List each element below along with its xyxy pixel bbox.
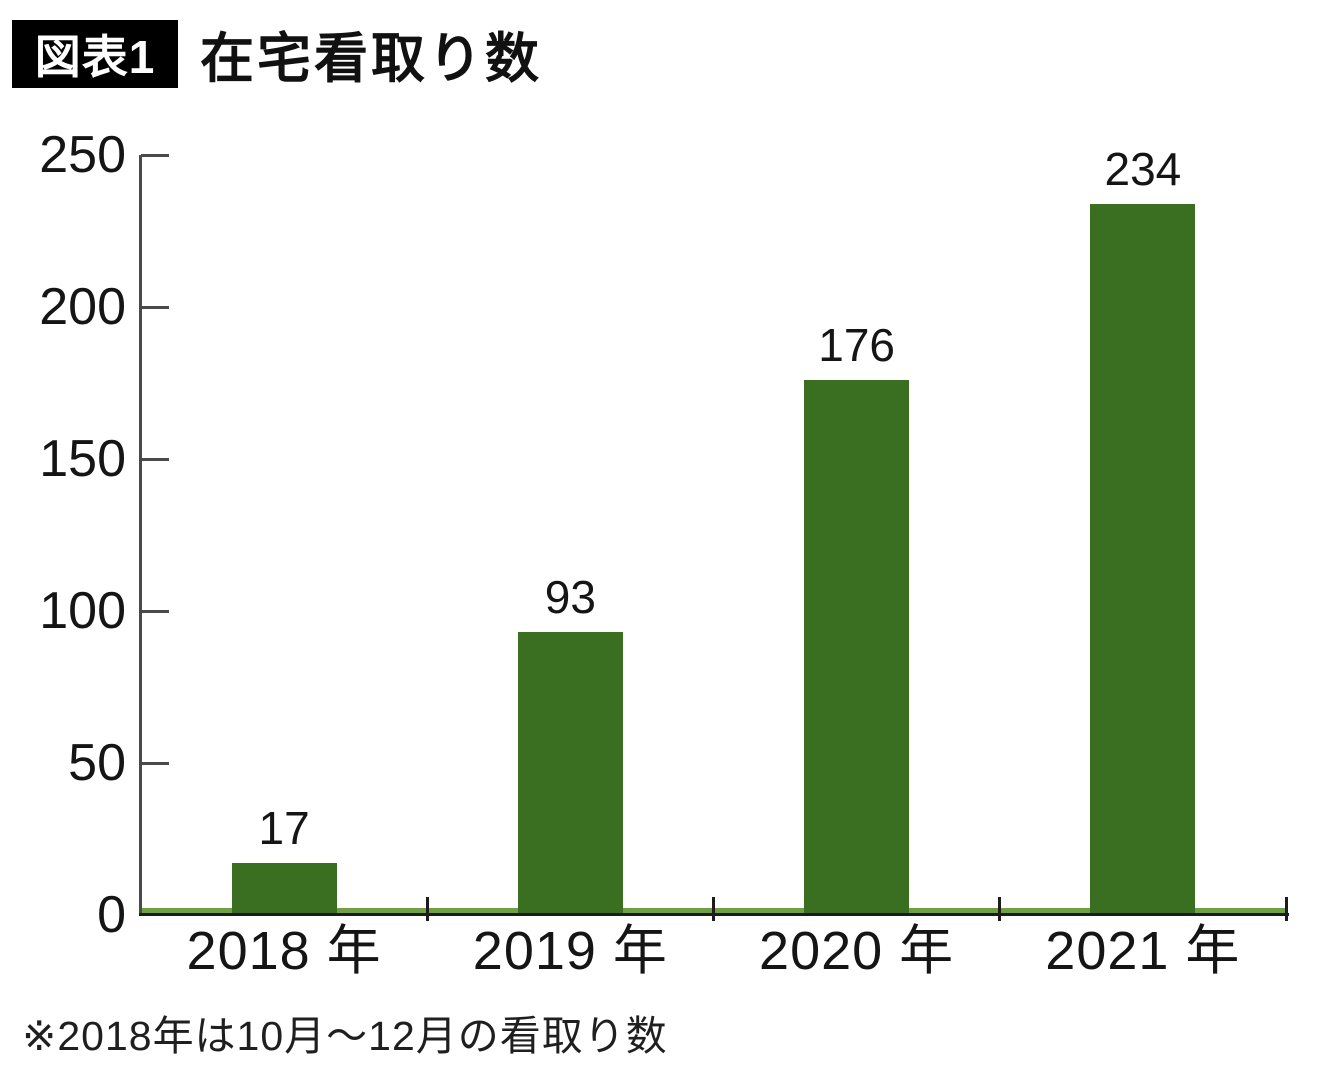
- figure-number-badge: 図表1: [12, 19, 178, 88]
- y-axis-line: [139, 155, 142, 916]
- bar-value-label: 176: [818, 318, 895, 371]
- y-axis-tick-label: 150: [39, 430, 126, 488]
- footnote: ※2018年は10月～12月の看取り数: [22, 1013, 668, 1059]
- y-axis-tick-label: 50: [68, 734, 126, 792]
- y-axis-tick-mark: [141, 153, 169, 157]
- bar-2019年: [517, 632, 623, 913]
- y-axis-tick-mark: [141, 305, 169, 309]
- chart-header: 図表1 在宅看取り数: [12, 14, 542, 93]
- y-axis-tick-label: 250: [39, 126, 126, 184]
- x-axis-tick-mark: [1284, 897, 1288, 921]
- bar-value-label: 234: [1104, 142, 1182, 195]
- x-axis-category-label: 2020 年: [759, 921, 955, 981]
- bar-2018年: [231, 863, 337, 913]
- x-axis-tick-mark: [712, 897, 715, 921]
- x-axis-tick-mark: [998, 897, 1002, 921]
- bar-2021年: [1090, 203, 1196, 913]
- x-axis-category-label: 2019 年: [472, 921, 668, 981]
- y-axis-tick-mark: [141, 457, 169, 461]
- y-axis-tick-label: 100: [39, 582, 126, 640]
- x-axis-category-label: 2018 年: [186, 921, 382, 981]
- y-axis-tick-label: 200: [39, 278, 126, 336]
- page-title: 在宅看取り数: [200, 29, 542, 89]
- y-axis-tick-mark: [141, 609, 169, 613]
- y-axis-tick-label: 0: [97, 886, 126, 944]
- bar-value-label: 93: [544, 571, 596, 624]
- x-axis-category-label: 2021 年: [1045, 921, 1241, 981]
- x-axis-tick-mark: [425, 897, 429, 921]
- y-axis-tick-mark: [141, 761, 169, 765]
- bar-2020年: [804, 379, 910, 913]
- bar-value-label: 17: [258, 802, 310, 855]
